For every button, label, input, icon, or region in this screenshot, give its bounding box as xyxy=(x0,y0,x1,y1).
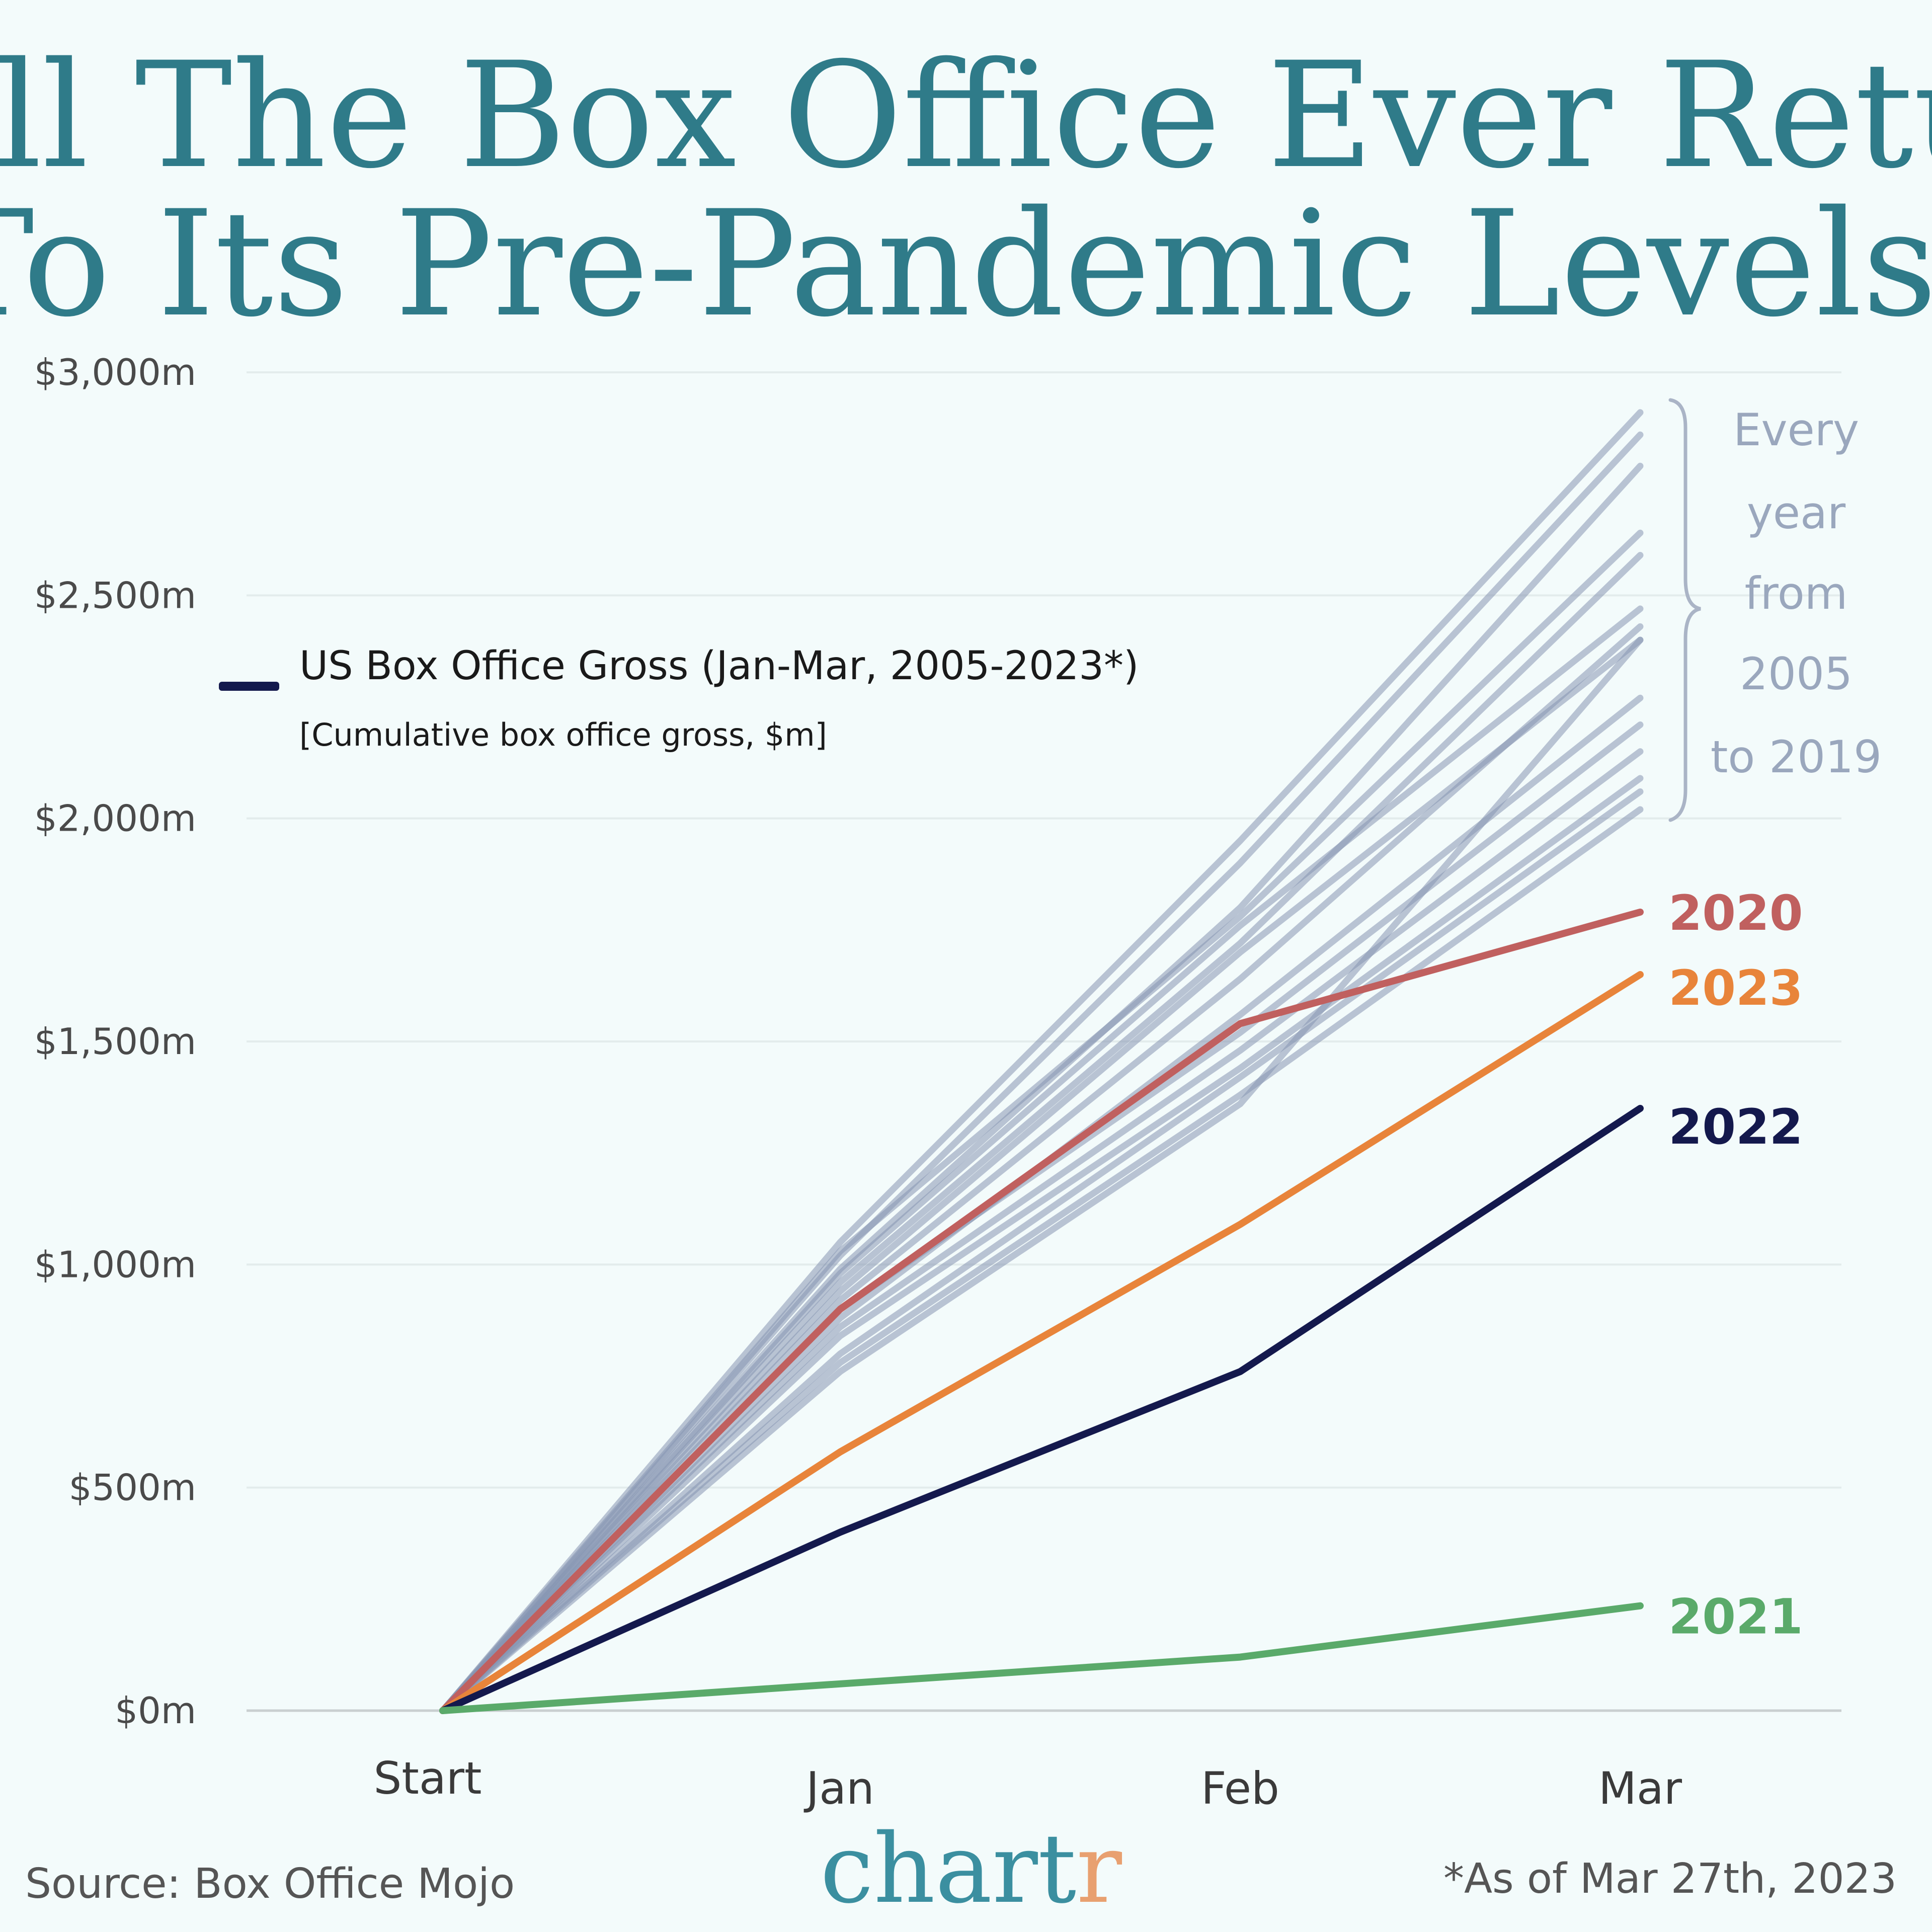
series-line-2023 xyxy=(439,971,1644,1714)
y-tick-label: $1,000m xyxy=(34,1243,196,1285)
x-tick-label: Mar xyxy=(1598,1762,1682,1814)
series-lines xyxy=(439,409,1644,1714)
legend-swatch xyxy=(219,682,279,691)
legend-subtitle: [Cumulative box office gross, $m] xyxy=(299,716,827,753)
series-line-historical xyxy=(439,529,1644,1714)
series-line-2022 xyxy=(439,1105,1644,1714)
brace-shape xyxy=(1668,398,1701,822)
y-tick-label: $3,000m xyxy=(34,351,196,393)
series-end-label-2021: 2021 xyxy=(1668,1589,1803,1645)
gridlines xyxy=(247,371,1841,1712)
brace-text-line-4: 2005 xyxy=(1740,648,1853,700)
brace-text-line-5: to 2019 xyxy=(1711,731,1882,783)
series-line-historical xyxy=(439,806,1644,1714)
brace-text-line-3: from xyxy=(1745,568,1848,619)
x-tick-label: Jan xyxy=(803,1762,874,1814)
series-line-historical xyxy=(439,605,1644,1714)
brand-logo-accent: r xyxy=(1076,1813,1122,1924)
series-line-historical xyxy=(439,636,1644,1714)
y-tick-label: $500m xyxy=(69,1467,196,1509)
y-tick-label: $2,500m xyxy=(34,574,196,616)
series-line-historical xyxy=(439,636,1644,1714)
legend-title: US Box Office Gross (Jan-Mar, 2005-2023*… xyxy=(299,643,1139,689)
series-line-2020 xyxy=(439,908,1644,1714)
legend: US Box Office Gross (Jan-Mar, 2005-2023*… xyxy=(219,643,1139,753)
chart-title-line-2: To Its Pre-Pandemic Levels? xyxy=(0,180,1932,349)
brand-logo-main: chart xyxy=(820,1813,1076,1924)
series-end-label-2020: 2020 xyxy=(1668,885,1803,941)
x-tick-label: Start xyxy=(374,1752,482,1804)
series-line-2021 xyxy=(439,1602,1644,1714)
x-axis-ticks: Start Jan Feb Mar xyxy=(374,1752,1682,1814)
brace-text-line-2: year xyxy=(1747,487,1846,539)
y-axis-ticks: $0m $500m $1,000m $1,500m $2,000m $2,500m $3,0… xyxy=(34,351,196,1732)
y-tick-label: $2,000m xyxy=(34,797,196,840)
series-line-historical xyxy=(439,788,1644,1714)
brace-annotation: Every year from 2005 to 2019 xyxy=(1668,398,1882,822)
y-tick-label: $0m xyxy=(115,1689,196,1732)
chart-title-line-1: Will The Box Office Ever Return xyxy=(0,31,1932,201)
series-line-historical xyxy=(439,775,1644,1714)
brand-logo: chartr xyxy=(820,1813,1122,1924)
series-end-labels: 2020 2023 2022 2021 xyxy=(1668,885,1803,1645)
date-footnote: *As of Mar 27th, 2023 xyxy=(1443,1855,1897,1903)
source-note: Source: Box Office Mojo xyxy=(25,1860,515,1908)
brace-text-line-1: Every xyxy=(1733,404,1859,456)
series-end-label-2023: 2023 xyxy=(1668,960,1803,1016)
series-end-label-2022: 2022 xyxy=(1668,1099,1803,1155)
y-tick-label: $1,500m xyxy=(34,1020,196,1063)
x-tick-label: Feb xyxy=(1201,1762,1279,1814)
